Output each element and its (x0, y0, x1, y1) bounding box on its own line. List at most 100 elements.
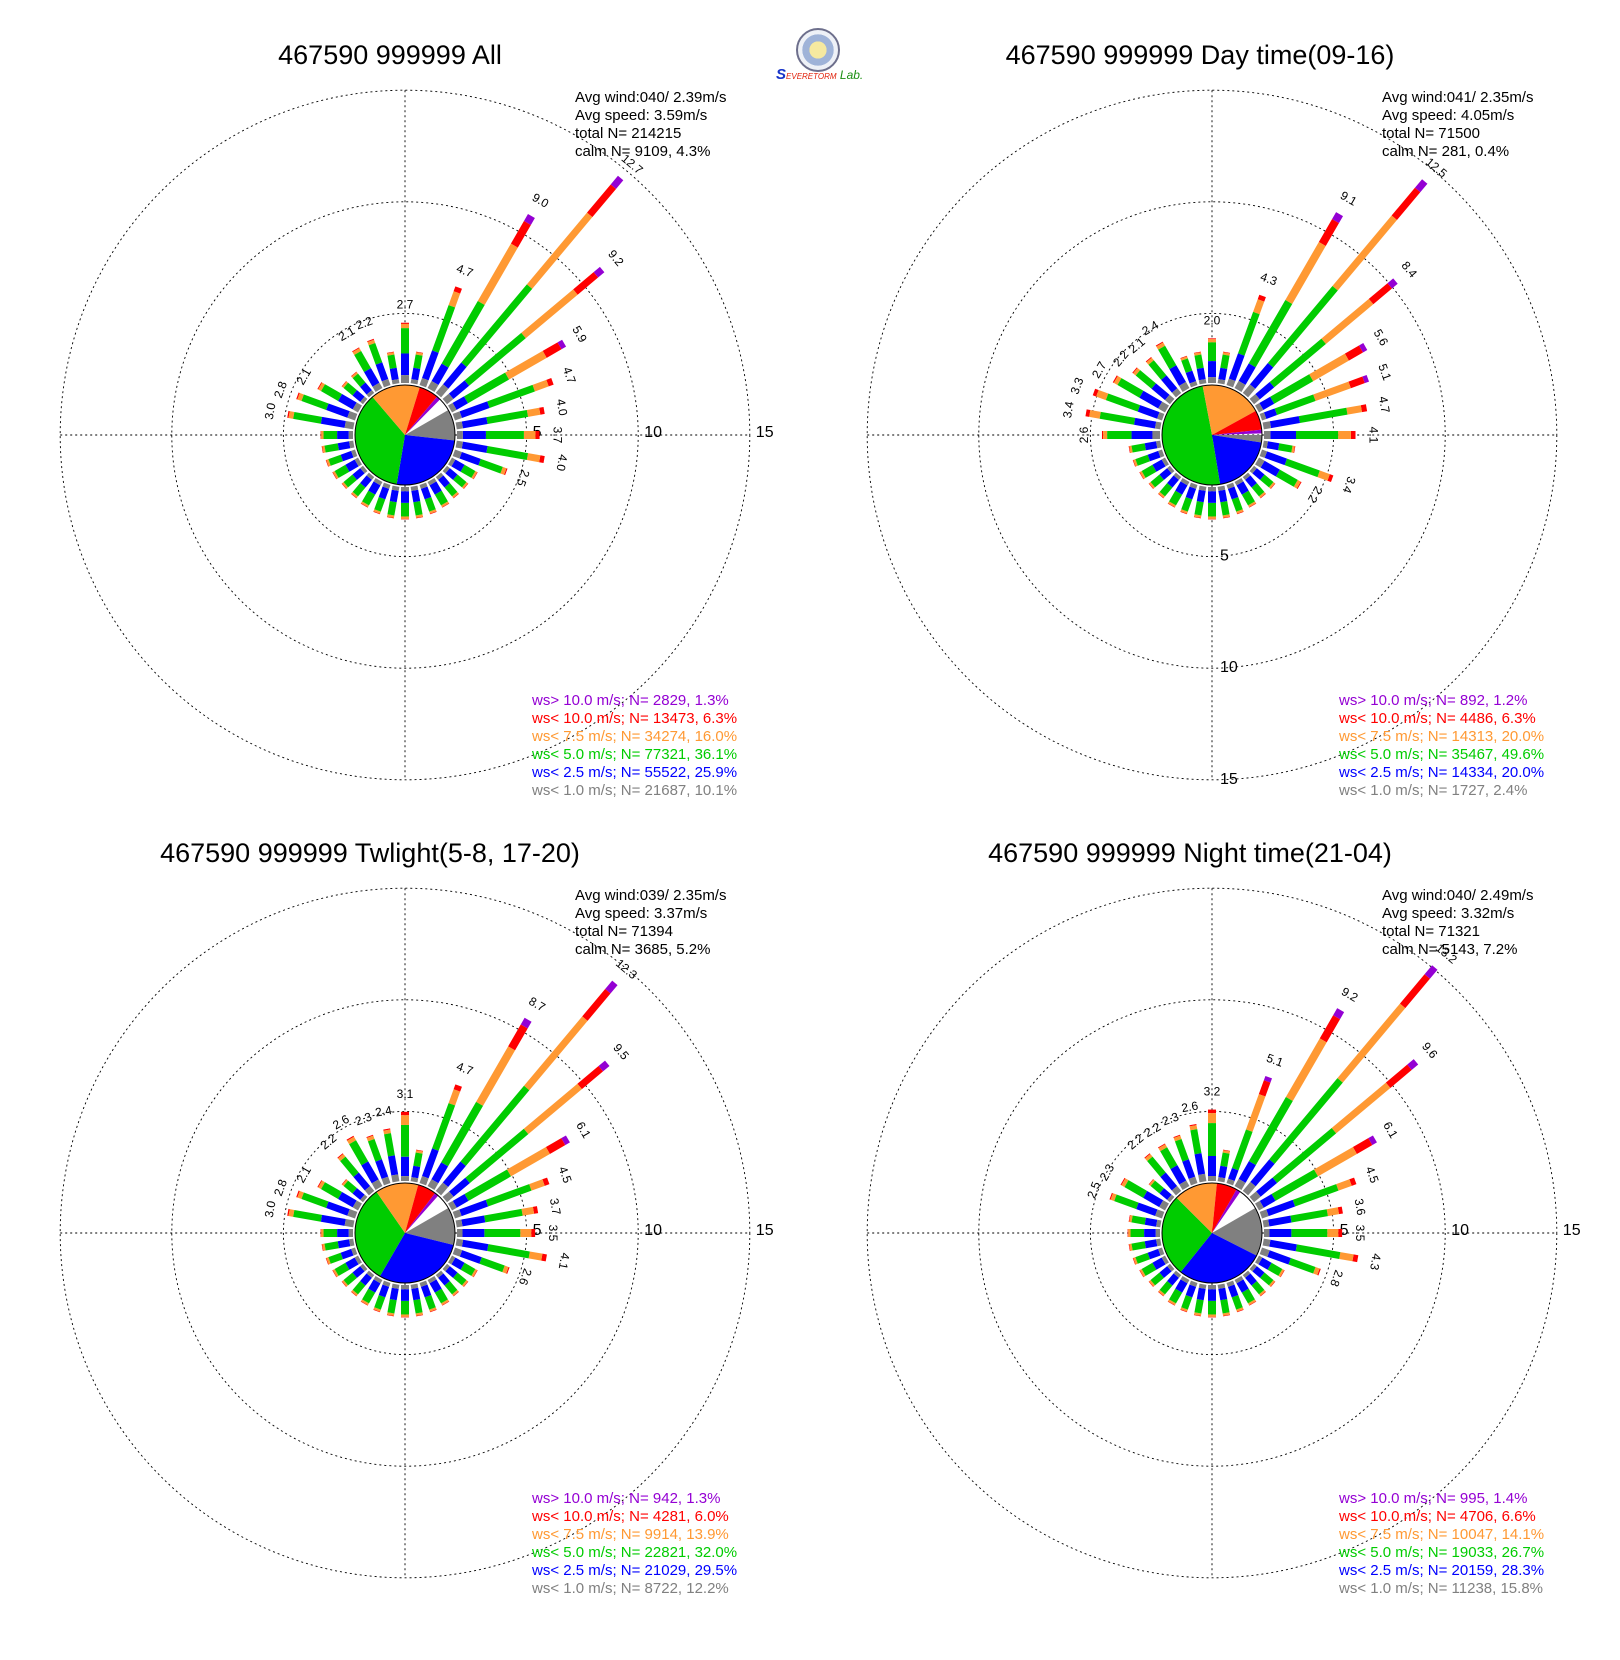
legend-entry: ws< 10.0 m/s; N= 4281, 6.0% (531, 1508, 729, 1525)
direction-bar-segment (320, 1214, 346, 1226)
direction-bar-segment (1198, 1283, 1207, 1289)
direction-value-label: 4.0 (553, 453, 570, 472)
direction-bar-segment (297, 392, 304, 402)
direction-value-label: 4.1 (1367, 427, 1381, 444)
direction-bar-segment (1158, 1247, 1165, 1256)
direction-bar-segment (410, 1283, 419, 1289)
direction-value-label: 3.4 (1340, 475, 1359, 496)
direction-bar-segment (441, 300, 485, 368)
direction-bar-segment (1147, 1156, 1166, 1177)
direction-bar-segment (1190, 1129, 1202, 1155)
direction-bar-segment (1236, 1307, 1244, 1312)
direction-bar-segment (371, 1179, 383, 1190)
direction-bar-segment (288, 411, 295, 419)
direction-bar-segment (384, 1133, 395, 1157)
direction-bar-segment (1242, 1181, 1256, 1196)
direction-bar-segment (429, 481, 442, 495)
direction-bar-segment (420, 486, 432, 500)
direction-bar-segment (419, 1176, 429, 1186)
direction-bar-segment (1175, 481, 1188, 495)
direction-bar-segment (1145, 357, 1152, 363)
direction-bar-segment (1352, 1138, 1373, 1154)
pie-outline (1161, 384, 1263, 486)
direction-bar-segment (464, 1169, 511, 1201)
direction-bar-segment (1165, 394, 1175, 405)
direction-value-label: 2.5 (1084, 1179, 1103, 1200)
direction-bar-segment (293, 1209, 323, 1222)
direction-bar-segment (1198, 379, 1207, 385)
direction-bar-segment (505, 350, 547, 380)
direction-value-label: 4.0 (554, 398, 571, 417)
direction-bar-segment (1326, 1207, 1339, 1217)
direction-bar-segment (364, 368, 380, 387)
direction-bar-segment (1391, 187, 1421, 221)
direction-bar-segment (506, 1147, 550, 1177)
direction-bar-segment (1331, 1082, 1391, 1134)
direction-bar-segment (593, 266, 605, 278)
direction-bar-segment (455, 1219, 463, 1228)
chart-title: 467590 999999 Twlight(5-8, 17-20) (160, 838, 580, 868)
legend-entry: ws< 5.0 m/s; N= 22821, 32.0% (531, 1544, 737, 1561)
direction-bar-segment (1362, 374, 1370, 384)
direction-bar-segment (1284, 458, 1320, 478)
direction-bar-segment (360, 1194, 368, 1203)
direction-bar-segment (1167, 1263, 1175, 1272)
pie-slice (405, 1208, 455, 1246)
direction-bar-segment (471, 1268, 478, 1277)
direction-bar-segment (477, 243, 518, 305)
direction-bar-segment (441, 1101, 484, 1167)
direction-bar-segment (373, 478, 383, 486)
direction-bar-segment (1135, 1252, 1151, 1264)
direction-bar-segment (342, 1179, 349, 1187)
direction-bar-segment (573, 272, 599, 295)
direction-bar-segment (297, 1190, 304, 1200)
direction-bar-segment (610, 175, 624, 189)
direction-bar-segment (1149, 481, 1156, 489)
direction-bar-segment (1346, 405, 1362, 415)
direction-bar-segment (410, 485, 419, 491)
direction-bar-segment (1099, 411, 1136, 425)
direction-bar-segment (431, 363, 449, 386)
direction-bar-segment (459, 1250, 482, 1264)
direction-bar-segment (342, 1279, 349, 1287)
direction-bar-segment (1257, 294, 1266, 302)
direction-bar-segment (1105, 393, 1141, 412)
direction-bar-segment (1268, 1215, 1292, 1227)
direction-bar-segment (352, 1188, 365, 1200)
direction-bar-segment (1231, 496, 1243, 512)
direction-bar-segment (1267, 1262, 1283, 1276)
direction-value-label: 2.1 (1126, 335, 1148, 357)
direction-bar-segment (1268, 1279, 1275, 1287)
direction-bar-segment (1231, 1129, 1253, 1171)
direction-bar-segment (320, 416, 346, 428)
ring-label: 5 (1340, 1222, 1349, 1239)
direction-bar-segment (1155, 1209, 1165, 1219)
direction-bar-segment (529, 1179, 545, 1191)
direction-bar-segment (347, 411, 358, 421)
direction-bar-segment (478, 458, 503, 474)
direction-bar-segment (1260, 1272, 1274, 1286)
direction-value-label: 3.7 (547, 1197, 564, 1216)
direction-bar-segment (1242, 472, 1251, 480)
direction-bar-segment (1158, 345, 1177, 370)
direction-bar-segment (1332, 215, 1397, 291)
direction-bar-segment (1148, 360, 1167, 380)
direction-value-label: 3.1 (397, 1087, 414, 1101)
direction-bar-segment (1196, 1287, 1206, 1301)
direction-bar-segment (545, 1138, 566, 1154)
legend-entry: ws< 7.5 m/s; N= 14313, 20.0% (1338, 728, 1544, 745)
direction-bar-segment (460, 1085, 530, 1166)
stats-line: calm N= 9109, 4.3% (575, 143, 711, 160)
direction-bar-segment (453, 1272, 467, 1286)
direction-bar-segment (1255, 382, 1275, 400)
direction-bar-segment (351, 1247, 358, 1256)
direction-bar-segment (1274, 394, 1316, 416)
direction-bar-segment (1152, 459, 1166, 472)
direction-bar-segment (391, 1174, 400, 1183)
direction-value-label: 9.6 (1419, 1039, 1441, 1061)
direction-bar-segment (1150, 1180, 1164, 1194)
direction-value-label: 3.7 (551, 427, 565, 444)
direction-bar-segment (1161, 375, 1178, 393)
direction-bar-segment (1237, 311, 1260, 356)
direction-value-label: 2.5 (514, 468, 533, 489)
